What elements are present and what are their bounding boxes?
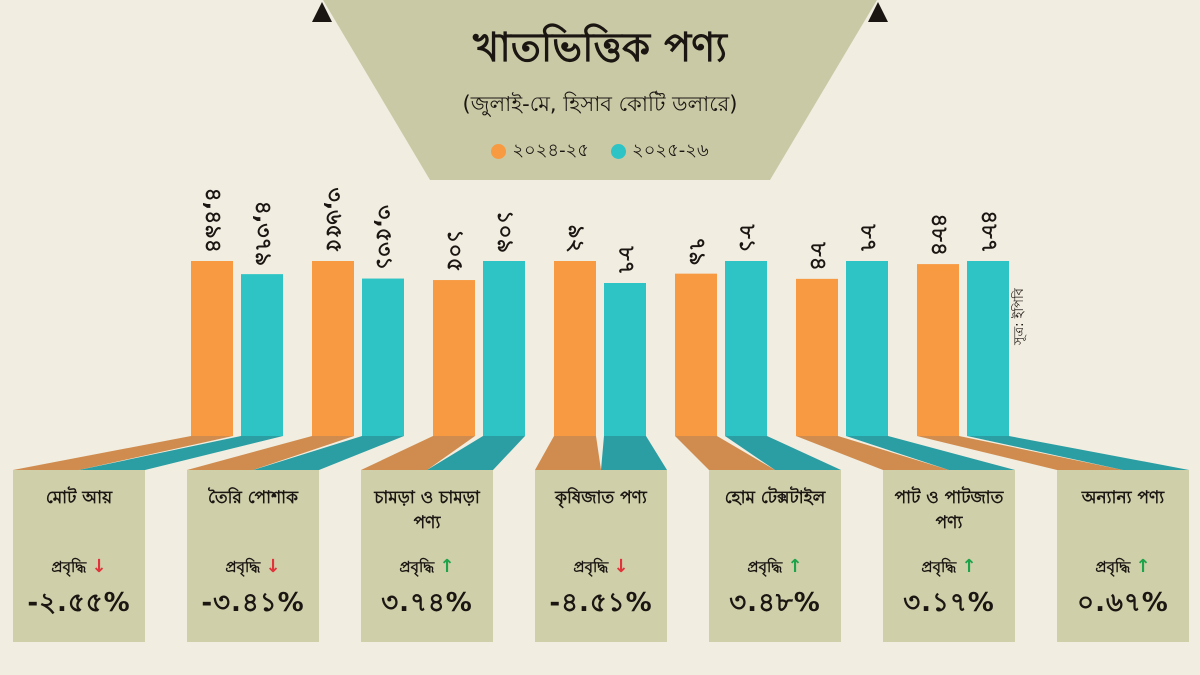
bar-value-label: ৯২ — [563, 224, 588, 253]
bar-value-label: ৪,৩৭৯ — [250, 201, 275, 267]
bar-2025-26 — [241, 274, 283, 436]
growth-card: হোম টেক্সটাইল প্রবৃদ্ধি ↑ ৩.৪৮% — [709, 470, 841, 642]
growth-text: প্রবৃদ্ধি — [399, 558, 440, 576]
card-growth-value: ৩.১৭% — [903, 588, 995, 618]
bar-2024-25 — [554, 261, 596, 436]
chart-title: খাতভিত্তিক পণ্য — [472, 25, 728, 71]
bar-2025-26 — [604, 283, 646, 436]
source-note: সূত্র: ইপিবি — [1012, 288, 1027, 345]
legend-item-2025-26: ২০২৫-২৬ — [610, 136, 709, 167]
bar-value-label: ৪৮৭ — [976, 210, 1001, 253]
arrow-down-icon: ↓ — [265, 556, 281, 577]
card-growth-label: প্রবৃদ্ধি ↓ — [13, 556, 145, 581]
growth-text: প্রবৃদ্ধি — [573, 558, 614, 576]
card-category-name: মোট আয় — [45, 488, 113, 508]
bar-2025-26 — [846, 261, 888, 436]
bar-2025-26 — [967, 261, 1009, 436]
bar-shadow-orange — [675, 436, 775, 470]
growth-card: পাট ও পাটজাত পণ্য প্রবৃদ্ধি ↑ ৩.১৭% — [883, 470, 1015, 642]
growth-text: প্রবৃদ্ধি — [1095, 558, 1136, 576]
bar-value-label: ৩,৫৩১ — [371, 205, 396, 271]
bar-2024-25 — [312, 261, 354, 436]
bar-shadow-orange — [13, 436, 233, 470]
bar-value-label: ৪,৪৯৪ — [200, 188, 225, 253]
card-category-name: হোম টেক্সটাইল — [724, 488, 826, 508]
bar-value-label: ৭৯ — [684, 237, 709, 266]
arrow-down-icon: ↓ — [613, 556, 629, 577]
growth-card: মোট আয় প্রবৃদ্ধি ↓ -২.৫৫% — [13, 470, 145, 642]
card-growth-label: প্রবৃদ্ধি ↑ — [1057, 556, 1189, 581]
arrow-up-icon: ↑ — [787, 556, 803, 577]
bar-value-label: ৪৮৪ — [926, 213, 951, 256]
legend-label-2024-25: ২০২৪-২৫ — [512, 140, 589, 161]
arrow-down-icon: ↓ — [91, 556, 107, 577]
card-category-name: তৈরি পোশাক — [207, 488, 298, 508]
card-growth-value: ৩.৭৪% — [381, 588, 473, 618]
bar-shadow-teal — [253, 436, 404, 470]
arrow-up-icon: ↑ — [439, 556, 455, 577]
bar-value-label: ৩,৬৫৫ — [321, 187, 346, 253]
chart-subtitle: (জুলাই-মে, হিসাব কোটি ডলারে) — [462, 92, 738, 116]
growth-text: প্রবৃদ্ধি — [225, 558, 266, 576]
card-category-name: অন্যান্য পণ্য — [1081, 488, 1165, 508]
card-growth-value: -৩.৪১% — [201, 588, 305, 618]
card-category-name: কৃষিজাত পণ্য — [555, 488, 647, 508]
card-category-name: চামড়া ও চামড়া পণ্য — [374, 488, 480, 533]
growth-card: অন্যান্য পণ্য প্রবৃদ্ধি ↑ ০.৬৭% — [1057, 470, 1189, 642]
banner-right-arrow-icon — [868, 2, 888, 22]
card-growth-value: ৩.৪৮% — [729, 588, 821, 618]
title-banner — [323, 0, 877, 180]
bar-2025-26 — [362, 278, 404, 436]
bar-2024-25 — [796, 278, 838, 436]
bar-2025-26 — [483, 261, 525, 436]
bar-2024-25 — [675, 273, 717, 436]
card-growth-label: প্রবৃদ্ধি ↑ — [883, 556, 1015, 581]
card-growth-label: প্রবৃদ্ধি ↑ — [709, 556, 841, 581]
card-growth-label: প্রবৃদ্ধি ↑ — [361, 556, 493, 581]
bar-shadow-orange — [917, 436, 1123, 470]
arrow-up-icon: ↑ — [1135, 556, 1151, 577]
growth-text: প্রবৃদ্ধি — [51, 558, 92, 576]
bar-value-label: ৮১ — [734, 223, 759, 253]
bar-shadow-teal — [725, 436, 841, 470]
bar-value-label: ৮৭ — [613, 245, 638, 275]
card-growth-value: -৪.৫১% — [549, 588, 653, 618]
bar-shadow-teal — [967, 436, 1189, 470]
bar-shadow-orange — [535, 436, 601, 470]
bar-value-label: ১০৫ — [442, 229, 467, 272]
bar-shadow-teal — [846, 436, 1015, 470]
banner-left-arrow-icon — [312, 2, 332, 22]
bar-value-label: ৮৪ — [805, 241, 830, 271]
growth-card: চামড়া ও চামড়া পণ্য প্রবৃদ্ধি ↑ ৩.৭৪% — [361, 470, 493, 642]
bar-2024-25 — [433, 280, 475, 436]
arrow-up-icon: ↑ — [961, 556, 977, 577]
legend: ২০২৪-২৫ ২০২৫-২৬ — [440, 136, 760, 167]
growth-text: প্রবৃদ্ধি — [747, 558, 788, 576]
legend-swatch-teal — [610, 144, 626, 159]
bar-shadow-teal — [427, 436, 525, 470]
bar-value-label: ৮৭ — [855, 223, 880, 253]
bar-shadow-orange — [796, 436, 949, 470]
growth-card: কৃষিজাত পণ্য প্রবৃদ্ধি ↓ -৪.৫১% — [535, 470, 667, 642]
legend-label-2025-26: ২০২৫-২৬ — [631, 140, 709, 161]
card-category-name: পাট ও পাটজাত পণ্য — [894, 488, 1004, 533]
bar-shadow-teal — [79, 436, 283, 470]
bar-2025-26 — [725, 261, 767, 436]
card-growth-value: -২.৫৫% — [27, 588, 131, 618]
legend-item-2024-25: ২০২৪-২৫ — [491, 136, 589, 167]
card-growth-value: ০.৬৭% — [1077, 588, 1169, 618]
bar-shadow-teal — [601, 436, 667, 470]
bar-2024-25 — [917, 264, 959, 436]
legend-swatch-orange — [491, 144, 507, 159]
growth-card: তৈরি পোশাক প্রবৃদ্ধি ↓ -৩.৪১% — [187, 470, 319, 642]
bar-2024-25 — [191, 261, 233, 436]
card-growth-label: প্রবৃদ্ধি ↓ — [535, 556, 667, 581]
bar-value-label: ১০৯ — [492, 210, 517, 253]
card-growth-label: প্রবৃদ্ধি ↓ — [187, 556, 319, 581]
bar-shadow-orange — [187, 436, 354, 470]
bar-shadow-orange — [361, 436, 475, 470]
growth-text: প্রবৃদ্ধি — [921, 558, 962, 576]
